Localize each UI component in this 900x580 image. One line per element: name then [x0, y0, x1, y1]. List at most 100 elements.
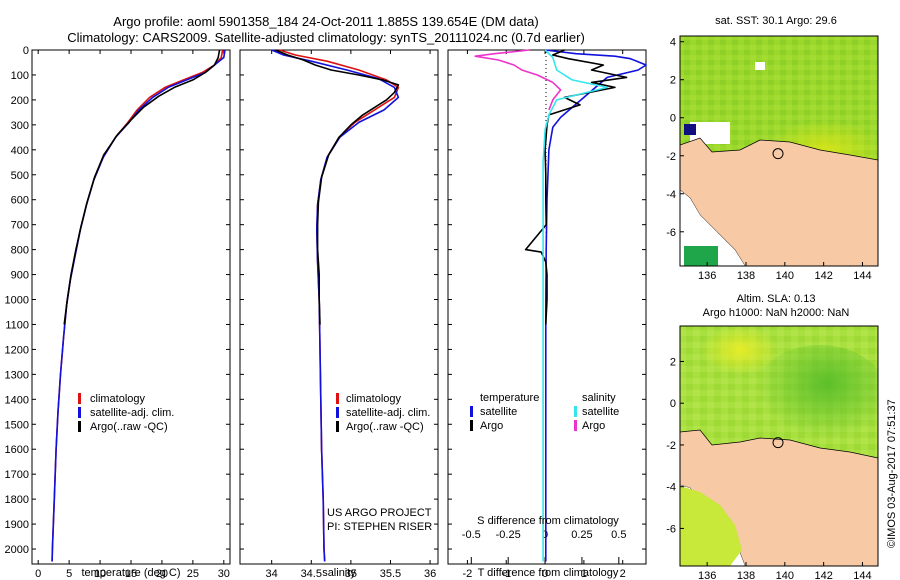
map-x-tick-label: 136: [698, 270, 716, 282]
sst-x-axis: 136 138 140 142 144: [698, 262, 872, 282]
sst-south-water: [684, 246, 718, 266]
legend-swatch-argo: [336, 421, 339, 432]
legend-title-temperature: temperature: [480, 392, 539, 404]
series-line-satellite: [544, 49, 647, 562]
x-tick-label: 0: [542, 568, 548, 580]
y-tick-label: 1100: [5, 319, 29, 331]
sla-map-subtitle: Argo h1000: NaN h2000: NaN: [703, 307, 850, 319]
sla-map: Altim. SLA: 0.13 Argo h1000: NaN h2000: …: [666, 293, 879, 580]
y-tick-label: 2000: [5, 544, 29, 556]
legend-label-climatology: climatology: [90, 393, 146, 405]
legend-swatch-climatology: [78, 393, 81, 404]
legend-swatch-t-satellite: [470, 406, 473, 417]
x-tick-label: 10: [94, 568, 106, 580]
salinity-panel-frame: [239, 49, 439, 565]
sst-cloud-gap: [755, 62, 765, 70]
y-tick-label: 700: [11, 220, 29, 232]
map-y-tick-label: -4: [666, 482, 676, 494]
legend-swatch-t-argo: [470, 420, 473, 431]
sla-map-title: Altim. SLA: 0.13: [737, 293, 816, 305]
project-annotation: US ARGO PROJECT: [327, 507, 432, 519]
x-tick-label: 35.5: [380, 568, 401, 580]
legend-swatch-s-satellite: [574, 406, 577, 417]
series-line-s_argo: [474, 49, 562, 111]
temperature-y-axis: 0 100 200 300 400 500 600 700 800 900 1000 1100 1200…: [5, 45, 230, 556]
salinity-x-label: salinity: [322, 567, 356, 579]
series-line-argo: [275, 49, 400, 325]
sst-map: sat. SST: 30.1 Argo: 29.6 136 138 140 142 14…: [666, 15, 879, 282]
map-y-tick-label: -2: [666, 440, 676, 452]
y-tick-label: 1800: [5, 494, 29, 506]
y-tick-label: 1700: [5, 469, 29, 481]
legend-label-s-satellite: satellite: [582, 406, 619, 418]
temperature-panel: 0100200300400500600700800900100011001200…: [5, 45, 231, 580]
x-tick-label: 35: [345, 568, 357, 580]
y-tick-label: 100: [11, 70, 29, 82]
sla-low-area: [750, 345, 878, 455]
s-diff-tick-label: 0.5: [611, 529, 626, 541]
legend-swatch-satellite: [78, 407, 81, 418]
legend-label-satellite: satellite-adj. clim.: [346, 407, 430, 419]
map-x-tick-label: 144: [853, 570, 871, 580]
temperature-legend: climatology satellite-adj. clim. Argo(..…: [78, 393, 174, 433]
y-tick-label: 800: [11, 245, 29, 257]
series-line-climatology: [279, 49, 400, 562]
s-diff-tick-label: 0.25: [571, 529, 592, 541]
y-tick-label: 1200: [5, 344, 29, 356]
map-x-tick-label: 136: [698, 570, 716, 580]
legend-swatch-s-argo: [574, 420, 577, 431]
y-tick-label: 400: [11, 145, 29, 157]
x-tick-label: 15: [125, 568, 137, 580]
sst-land: [680, 137, 878, 266]
s-diff-tick-label: -0.5: [462, 529, 481, 541]
sla-x-axis: 136 138 140 142 144: [698, 562, 872, 580]
sla-map-frame: [679, 325, 879, 567]
y-tick-label: 1500: [5, 419, 29, 431]
legend-label-s-argo: Argo: [582, 420, 605, 432]
map-y-tick-label: -4: [666, 189, 676, 201]
y-tick-label: 1400: [5, 394, 29, 406]
x-tick-label: 1: [581, 568, 587, 580]
map-y-tick-label: -6: [666, 523, 676, 535]
map-x-tick-label: 142: [814, 570, 832, 580]
legend-label-argo: Argo(..raw -QC): [90, 421, 168, 433]
sla-south-water: [680, 486, 742, 566]
series-line-satellite: [51, 49, 226, 562]
legend-swatch-argo: [78, 421, 81, 432]
y-tick-label: 0: [23, 45, 29, 57]
y-tick-label: 500: [11, 170, 29, 182]
x-tick-label: 2: [620, 568, 626, 580]
map-x-tick-label: 138: [737, 270, 755, 282]
map-x-tick-label: 138: [737, 570, 755, 580]
x-tick-label: -1: [501, 568, 511, 580]
imos-watermark: ©IMOS 03-Aug-2017 07:51:37: [886, 399, 898, 548]
map-x-tick-label: 140: [776, 270, 794, 282]
x-tick-label: 34: [266, 568, 278, 580]
sla-float-marker: [772, 437, 784, 449]
x-tick-label: 5: [66, 568, 72, 580]
legend-label-climatology: climatology: [346, 393, 402, 405]
map-y-tick-label: 0: [670, 113, 676, 125]
map-x-tick-label: 142: [814, 270, 832, 282]
sla-y-axis: 2 0 -2 -4 -6: [666, 356, 684, 535]
salinity-series: [271, 49, 400, 562]
map-y-tick-label: 4: [670, 37, 676, 49]
map-y-tick-label: 2: [670, 356, 676, 368]
legend-swatch-climatology: [336, 393, 339, 404]
x-tick-label: 36: [424, 568, 436, 580]
legend-label-argo: Argo(..raw -QC): [346, 421, 424, 433]
salinity-difference-label: S difference from climatology: [477, 515, 619, 527]
legend-label-t-argo: Argo: [480, 420, 503, 432]
y-tick-label: 600: [11, 195, 29, 207]
pi-annotation: PI: STEPHEN RISER: [327, 521, 432, 533]
legend-swatch-satellite: [336, 407, 339, 418]
temperature-panel-frame: [31, 49, 231, 565]
x-tick-label: 30: [218, 568, 230, 580]
map-x-tick-label: 140: [776, 570, 794, 580]
difference-legend: temperature salinity satellite Argo sate…: [470, 392, 619, 432]
map-y-tick-label: 2: [670, 75, 676, 87]
x-tick-label: 0: [35, 568, 41, 580]
x-tick-label: 25: [187, 568, 199, 580]
legend-title-salinity: salinity: [582, 392, 616, 404]
